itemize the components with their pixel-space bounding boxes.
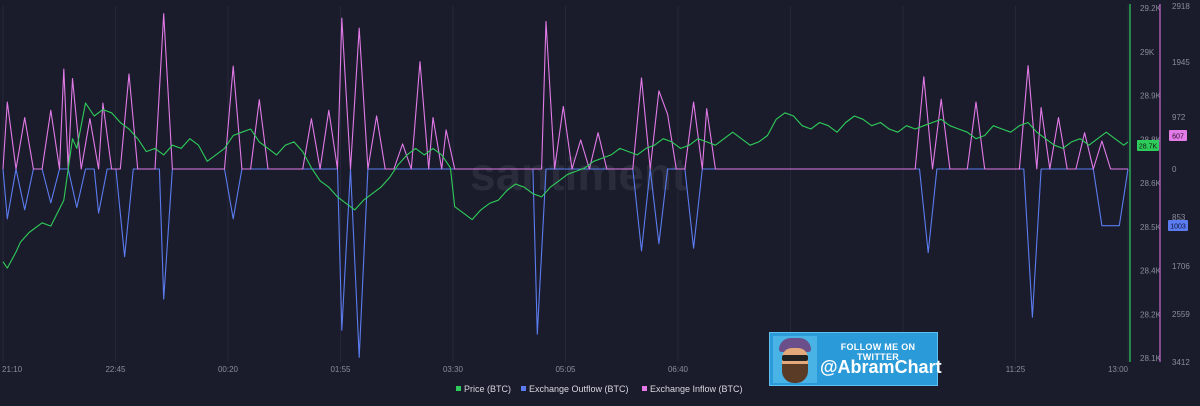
inflow-badge-bg: [1169, 130, 1187, 141]
x-tick-label: 01:55: [330, 365, 351, 374]
price-badge: 28.7K: [1139, 144, 1158, 151]
value-badges: 28.7K 607 1003: [1137, 130, 1188, 231]
flow-tick-label: 3412: [1172, 358, 1190, 367]
twitter-promo-banner[interactable]: FOLLOW ME ON TWITTER @AbramChart: [769, 332, 942, 386]
x-tick-label: 06:40: [668, 365, 689, 374]
legend-swatch: [642, 386, 647, 391]
x-tick-label: 13:00: [1108, 365, 1129, 374]
chart-legend: Price (BTC) Exchange Outflow (BTC) Exchang…: [456, 384, 743, 394]
x-tick-label: 11:25: [1006, 365, 1026, 374]
legend-label: Exchange Outflow (BTC): [529, 384, 629, 394]
inflow-badge: 607: [1172, 134, 1184, 141]
outflow-badge: 1003: [1170, 224, 1186, 231]
x-tick-label: 22:45: [105, 365, 126, 374]
price-badge-bg: [1137, 140, 1159, 151]
price-tick-label: 28.9K: [1140, 92, 1162, 101]
price-btc-line: [2, 102, 1129, 269]
watermark: santiment: [470, 148, 687, 200]
flow-tick-label: 2559: [1172, 310, 1190, 319]
price-tick-label: 28.8K: [1140, 135, 1162, 144]
flow-tick-label: 972: [1172, 113, 1186, 122]
promo-headline: FOLLOW ME ON TWITTER: [840, 342, 916, 362]
x-tick-label: 03:30: [443, 365, 464, 374]
price-tick-label: 28.4K: [1140, 267, 1162, 276]
outflow-badge-bg: [1168, 220, 1188, 231]
x-axis: 21:1022:4500:2001:5503:3005:0506:4008:15…: [2, 365, 1129, 374]
legend-swatch: [456, 386, 461, 391]
price-tick-label: 28.6K: [1140, 179, 1162, 188]
bearded-man-avatar-icon: [773, 336, 817, 383]
x-tick-label: 05:05: [555, 365, 576, 374]
promo-handle: @AbramChart: [820, 357, 942, 377]
flow-tick-label: 853: [1172, 213, 1186, 222]
legend-swatch: [521, 386, 526, 391]
price-tick-label: 28.5K: [1140, 223, 1162, 232]
flow-tick-label: 1706: [1172, 262, 1190, 271]
x-tick-label: 21:10: [2, 365, 23, 374]
x-tick-label: 00:20: [218, 365, 239, 374]
price-axis: 29.2K 29K 28.9K 28.8K 28.6K 28.5K 28.4K 28.2K 28…: [1129, 4, 1162, 363]
flow-axis: 2918 1945 972 0 853 1706 2559 3412: [1159, 2, 1190, 367]
flow-tick-label: 2918: [1172, 2, 1190, 11]
price-tick-label: 29.2K: [1140, 4, 1162, 13]
series-layer: [2, 13, 1129, 358]
legend-label: Price (BTC): [464, 384, 511, 394]
flow-tick-label: 1945: [1172, 58, 1190, 67]
exchange-inflow-btc-line: [2, 13, 1128, 170]
price-tick-label: 28.2K: [1140, 310, 1162, 319]
legend-label: Exchange Inflow (BTC): [650, 384, 743, 394]
price-tick-label: 28.1K: [1140, 354, 1162, 363]
price-tick-label: 29K: [1140, 48, 1155, 57]
flow-tick-label: 0: [1172, 165, 1177, 174]
chart-grid: [2, 6, 1129, 362]
